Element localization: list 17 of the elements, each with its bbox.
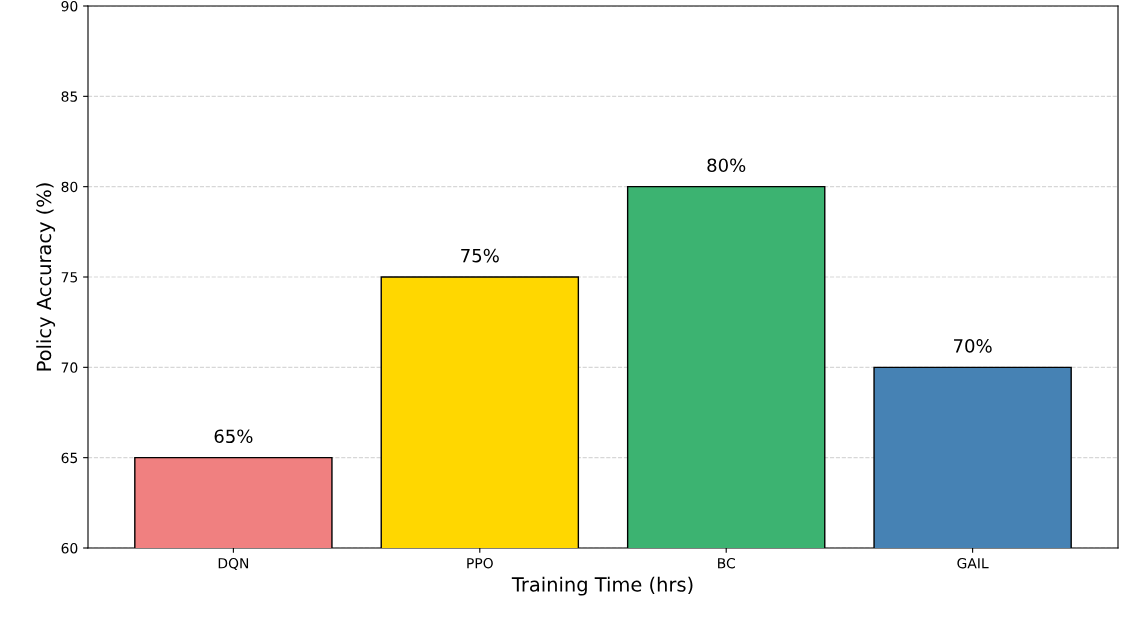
y-tick-label: 70 — [61, 362, 78, 373]
data-label: 65% — [214, 429, 253, 444]
y-tick-label: 60 — [61, 542, 78, 554]
y-tick-label: 85 — [61, 91, 78, 102]
x-tick-label: DQN — [218, 557, 249, 571]
x-tick-label: GAIL — [957, 557, 989, 569]
x-axis-title: Training Time (hrs) — [511, 576, 693, 596]
y-tick-label: 80 — [61, 181, 78, 193]
data-label: 80% — [707, 158, 746, 173]
data-label: 75% — [461, 248, 499, 263]
y-tick-label: 75 — [61, 272, 78, 283]
y-axis-title: Policy Accuracy (%) — [36, 183, 56, 371]
x-tick-label: BC — [718, 557, 735, 569]
x-tick-label: PPO — [467, 557, 493, 569]
y-tick-label: 90 — [61, 0, 78, 12]
y-tick-label: 65 — [61, 452, 78, 464]
data-label: 70% — [954, 339, 992, 353]
